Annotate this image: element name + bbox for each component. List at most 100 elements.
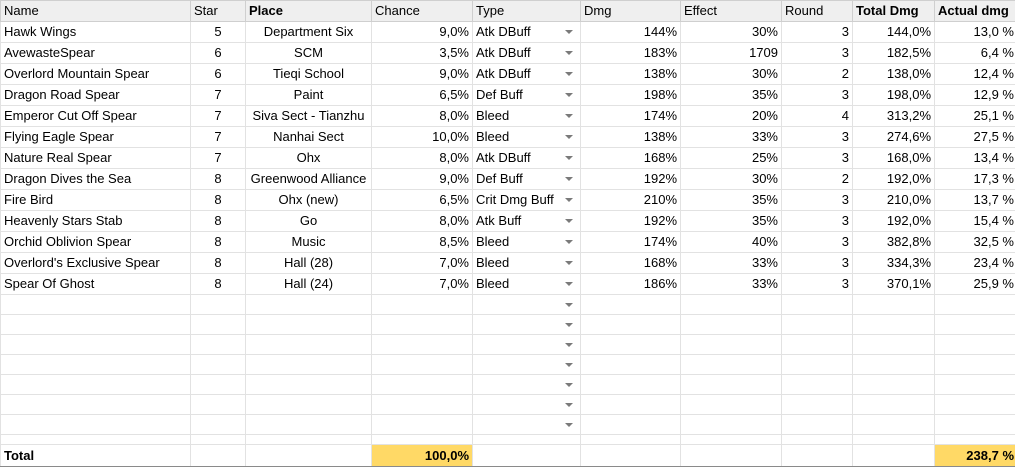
empty-cell[interactable] [853,295,935,315]
cell-dmg[interactable]: 174% [581,232,681,253]
cell-dmg[interactable]: 168% [581,253,681,274]
empty-cell[interactable] [1,355,191,375]
cell-total-dmg[interactable]: 382,8% [853,232,935,253]
empty-cell[interactable] [246,415,372,435]
empty-cell[interactable] [1,295,191,315]
cell-chance[interactable]: 7,0% [372,253,473,274]
empty-cell[interactable] [1,335,191,355]
empty-cell[interactable] [372,295,473,315]
empty-cell[interactable] [681,335,782,355]
cell-round[interactable]: 3 [782,85,853,106]
empty-cell[interactable] [581,315,681,335]
cell-actual-dmg[interactable]: 32,5 % [935,232,1015,253]
cell-place[interactable]: Music [246,232,372,253]
cell-star[interactable]: 8 [191,190,246,211]
empty-cell[interactable] [473,375,581,395]
cell-dmg[interactable]: 168% [581,148,681,169]
cell-effect[interactable]: 30% [681,169,782,190]
empty-cell[interactable] [853,415,935,435]
empty-cell[interactable] [191,445,246,467]
empty-cell[interactable] [681,445,782,467]
header-type[interactable]: Type [473,1,581,22]
cell-place[interactable]: Hall (28) [246,253,372,274]
cell-name[interactable]: Dragon Dives the Sea [1,169,191,190]
dropdown-arrow-icon[interactable] [565,177,573,181]
empty-cell[interactable] [246,355,372,375]
cell-name[interactable]: AvewasteSpear [1,43,191,64]
cell-name[interactable]: Nature Real Spear [1,148,191,169]
cell-star[interactable]: 8 [191,232,246,253]
cell-place[interactable]: SCM [246,43,372,64]
cell-effect[interactable]: 33% [681,127,782,148]
empty-cell[interactable] [782,315,853,335]
empty-cell[interactable] [1,435,191,445]
cell-star[interactable]: 5 [191,22,246,43]
empty-cell[interactable] [372,335,473,355]
empty-cell[interactable] [372,395,473,415]
cell-effect[interactable]: 1709 [681,43,782,64]
cell-actual-dmg[interactable]: 6,4 % [935,43,1015,64]
cell-chance[interactable]: 8,0% [372,211,473,232]
cell-chance[interactable]: 6,5% [372,85,473,106]
cell-total-dmg[interactable]: 182,5% [853,43,935,64]
empty-cell[interactable] [581,295,681,315]
empty-cell[interactable] [372,355,473,375]
cell-round[interactable]: 3 [782,190,853,211]
empty-cell[interactable] [581,415,681,435]
cell-chance[interactable]: 8,5% [372,232,473,253]
cell-place[interactable]: Paint [246,85,372,106]
dropdown-arrow-icon[interactable] [565,198,573,202]
cell-actual-dmg[interactable]: 12,9 % [935,85,1015,106]
empty-cell[interactable] [681,435,782,445]
cell-actual-dmg[interactable]: 23,4 % [935,253,1015,274]
empty-cell[interactable] [246,435,372,445]
cell-effect[interactable]: 35% [681,211,782,232]
empty-cell[interactable] [853,315,935,335]
cell-place[interactable]: Ohx (new) [246,190,372,211]
cell-actual-dmg[interactable]: 15,4 % [935,211,1015,232]
cell-place[interactable]: Go [246,211,372,232]
cell-star[interactable]: 7 [191,148,246,169]
cell-chance[interactable]: 8,0% [372,106,473,127]
empty-cell[interactable] [473,415,581,435]
header-name[interactable]: Name [1,1,191,22]
cell-place[interactable]: Hall (24) [246,274,372,295]
cell-place[interactable]: Siva Sect - Tianzhu [246,106,372,127]
cell-chance[interactable]: 10,0% [372,127,473,148]
cell-effect[interactable]: 35% [681,190,782,211]
dropdown-arrow-icon[interactable] [565,403,573,407]
empty-cell[interactable] [473,315,581,335]
cell-chance[interactable]: 7,0% [372,274,473,295]
cell-total-dmg[interactable]: 370,1% [853,274,935,295]
empty-cell[interactable] [935,415,1015,435]
cell-place[interactable]: Ohx [246,148,372,169]
cell-star[interactable]: 8 [191,274,246,295]
cell-star[interactable]: 8 [191,211,246,232]
empty-cell[interactable] [782,355,853,375]
empty-cell[interactable] [935,355,1015,375]
cell-actual-dmg[interactable]: 13,7 % [935,190,1015,211]
cell-star[interactable]: 8 [191,169,246,190]
header-dmg[interactable]: Dmg [581,1,681,22]
empty-cell[interactable] [246,375,372,395]
cell-total-dmg[interactable]: 192,0% [853,169,935,190]
cell-actual-dmg[interactable]: 27,5 % [935,127,1015,148]
empty-cell[interactable] [782,395,853,415]
cell-round[interactable]: 3 [782,22,853,43]
cell-dmg[interactable]: 198% [581,85,681,106]
cell-type[interactable]: Atk DBuff [473,22,581,43]
cell-star[interactable]: 7 [191,127,246,148]
empty-cell[interactable] [191,395,246,415]
cell-dmg[interactable]: 138% [581,127,681,148]
cell-effect[interactable]: 33% [681,253,782,274]
cell-actual-dmg[interactable]: 13,0 % [935,22,1015,43]
empty-cell[interactable] [191,375,246,395]
empty-cell[interactable] [782,415,853,435]
empty-cell[interactable] [581,375,681,395]
cell-name[interactable]: Emperor Cut Off Spear [1,106,191,127]
cell-total-dmg[interactable]: 168,0% [853,148,935,169]
cell-effect[interactable]: 25% [681,148,782,169]
empty-cell[interactable] [246,445,372,467]
cell-dmg[interactable]: 192% [581,169,681,190]
cell-dmg[interactable]: 174% [581,106,681,127]
